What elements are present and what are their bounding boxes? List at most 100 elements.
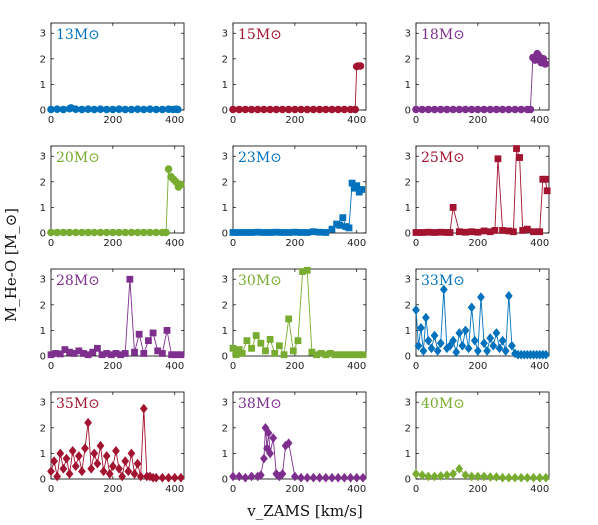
data-point (303, 229, 311, 236)
panel: 0 1 2 3 0 200 400 13M⊙ (40, 22, 185, 126)
y-tick-label: 2 (222, 177, 228, 188)
data-point (56, 350, 64, 358)
data-point (359, 472, 367, 483)
data-point (229, 229, 237, 236)
y-tick-label: 3 (405, 29, 411, 40)
data-point (439, 284, 448, 295)
panel: 0 1 2 3 0 200 400 35M⊙ (40, 391, 185, 495)
data-point (93, 344, 101, 352)
x-tick-label: 0 (413, 484, 419, 495)
y-tick-label: 0 (40, 106, 46, 117)
data-point (424, 228, 432, 236)
data-point (272, 228, 280, 236)
data-point (492, 328, 501, 338)
panel-mass-label: 23M⊙ (238, 150, 282, 166)
y-tick-label: 1 (40, 326, 46, 337)
data-point (78, 228, 86, 237)
data-point (235, 471, 244, 482)
data-point (84, 228, 92, 237)
data-point (241, 105, 250, 114)
data-point (109, 105, 117, 114)
data-point (433, 346, 442, 356)
y-tick-label: 1 (222, 80, 228, 91)
data-point (492, 105, 501, 114)
data-point (53, 228, 61, 237)
data-point (126, 275, 134, 283)
data-point (480, 338, 488, 349)
data-point (495, 343, 504, 354)
x-tick-label: 400 (530, 361, 549, 372)
data-point (316, 228, 324, 236)
data-point (90, 105, 99, 114)
data-point (90, 448, 99, 459)
y-tick-label: 0 (405, 475, 411, 486)
data-point (133, 228, 142, 237)
data-point (529, 472, 538, 483)
data-point (266, 448, 274, 459)
data-point (152, 472, 161, 483)
data-point (449, 204, 457, 211)
data-point (127, 105, 136, 114)
data-point (489, 340, 498, 351)
data-point (340, 472, 349, 483)
data-point (102, 228, 111, 237)
x-tick-label: 200 (103, 238, 122, 249)
data-point (535, 472, 544, 483)
data-point (275, 342, 283, 350)
data-point (266, 229, 274, 236)
y-tick-label: 3 (40, 152, 46, 163)
y-tick-label: 0 (222, 475, 228, 486)
data-point (121, 105, 130, 114)
data-point (238, 350, 246, 357)
panel-frame (415, 22, 550, 111)
data-point (163, 327, 171, 334)
y-tick-label: 2 (40, 54, 46, 65)
data-point (127, 228, 136, 237)
data-point (412, 305, 420, 315)
data-point (467, 105, 476, 114)
data-point (269, 433, 278, 443)
data-point (303, 472, 312, 483)
panel: 0 1 2 3 0 200 400 38M⊙ (222, 391, 367, 495)
data-point (443, 105, 451, 114)
data-point (264, 428, 273, 438)
data-point (278, 105, 287, 114)
data-point (229, 344, 237, 352)
data-point (266, 105, 274, 114)
data-point (480, 105, 488, 114)
data-point (504, 105, 513, 114)
panel-mass-label: 38M⊙ (238, 396, 282, 412)
data-point (523, 472, 532, 483)
panel-frame (232, 22, 367, 111)
data-point (229, 471, 237, 482)
data-point (145, 337, 152, 345)
data-point (256, 470, 265, 481)
data-point (315, 105, 324, 114)
x-tick-label: 400 (165, 115, 184, 126)
data-point (127, 448, 136, 459)
y-tick-label: 0 (40, 229, 46, 240)
data-point (418, 470, 427, 481)
data-point (266, 335, 274, 343)
y-tick-label: 2 (40, 300, 46, 311)
data-point (352, 472, 361, 483)
data-point (248, 344, 255, 352)
data-point (53, 105, 61, 114)
data-point (56, 448, 65, 459)
data-point (71, 228, 80, 237)
data-point (158, 472, 167, 483)
data-point (499, 227, 507, 234)
x-tick-label: 400 (530, 115, 549, 126)
data-point (133, 458, 142, 469)
data-point (328, 225, 336, 233)
panel-frame (50, 22, 185, 111)
data-point (59, 228, 68, 237)
panel-mass-label: 33M⊙ (421, 273, 465, 289)
data-point (414, 340, 423, 351)
data-point (491, 227, 499, 234)
data-point (526, 105, 535, 114)
panel-mass-label: 13M⊙ (56, 27, 100, 43)
y-tick-label: 1 (40, 80, 46, 91)
data-point (543, 187, 551, 195)
y-axis-label: M_He-O [M_⊙] (2, 208, 20, 322)
